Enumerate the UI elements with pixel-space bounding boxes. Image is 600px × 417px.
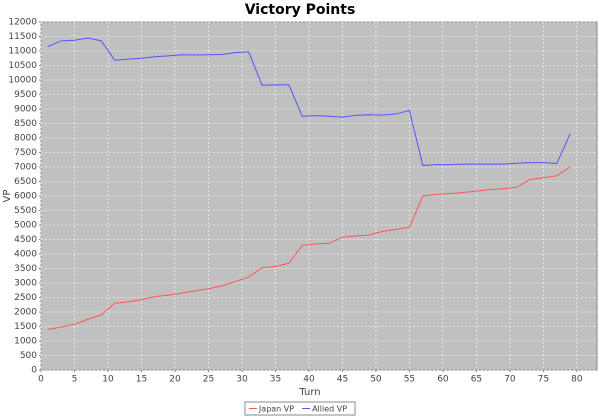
x-tick-label: 15 — [136, 375, 147, 385]
y-tick-label: 1000 — [14, 337, 37, 347]
x-tick-label: 20 — [169, 375, 181, 385]
y-tick-label: 5000 — [14, 221, 37, 231]
legend-label: Japan VP — [258, 405, 294, 414]
y-tick-label: 12000 — [8, 18, 37, 28]
legend-label: Allied VP — [312, 405, 347, 414]
x-tick-label: 10 — [102, 375, 114, 385]
x-tick-label: 40 — [303, 375, 315, 385]
y-tick-label: 6000 — [14, 192, 37, 202]
x-tick-label: 55 — [404, 375, 415, 385]
x-tick-label: 60 — [437, 375, 449, 385]
y-tick-label: 8000 — [14, 134, 37, 144]
x-tick-label: 70 — [504, 375, 516, 385]
x-tick-label: 30 — [236, 375, 248, 385]
y-tick-label: 10000 — [8, 76, 37, 86]
series-line — [47, 166, 571, 330]
y-axis-label: VP — [2, 190, 13, 203]
y-tick-label: 10500 — [8, 61, 37, 71]
chart-title: Victory Points — [245, 2, 356, 18]
y-tick-label: 2000 — [14, 308, 37, 318]
y-tick-label: 7000 — [14, 163, 37, 173]
legend: Japan VP Allied VP — [244, 401, 356, 416]
x-tick-label: 65 — [471, 375, 482, 385]
x-tick-label: 25 — [203, 375, 214, 385]
y-tick-label: 3000 — [14, 279, 37, 289]
y-tick-label: 9500 — [14, 90, 37, 100]
y-tick-label: 500 — [20, 351, 37, 361]
x-tick-label: 35 — [270, 375, 281, 385]
y-tick-label: 2500 — [14, 293, 37, 303]
y-tick-label: 7500 — [14, 148, 37, 158]
y-tick-label: 9000 — [14, 105, 37, 115]
y-tick-label: 11000 — [8, 47, 37, 57]
x-tick-label: 0 — [38, 375, 44, 385]
y-tick-label: 5500 — [14, 206, 37, 216]
x-tick-label: 45 — [337, 375, 348, 385]
y-tick-label: 11500 — [8, 32, 37, 42]
series-line — [47, 37, 571, 167]
legend-box — [244, 401, 356, 416]
y-tick-label: 8500 — [14, 119, 37, 129]
y-tick-label: 0 — [31, 366, 37, 376]
x-tick-label: 5 — [72, 375, 78, 385]
x-tick-label: 75 — [538, 375, 549, 385]
y-tick-label: 1500 — [14, 322, 37, 332]
x-tick-label: 80 — [571, 375, 583, 385]
y-tick-label: 3500 — [14, 264, 37, 274]
y-tick-label: 4500 — [14, 235, 37, 245]
y-tick-label: 6500 — [14, 177, 37, 187]
x-tick-label: 50 — [370, 375, 382, 385]
y-tick-label: 4000 — [14, 250, 37, 260]
x-axis-label: Turn — [298, 387, 320, 398]
